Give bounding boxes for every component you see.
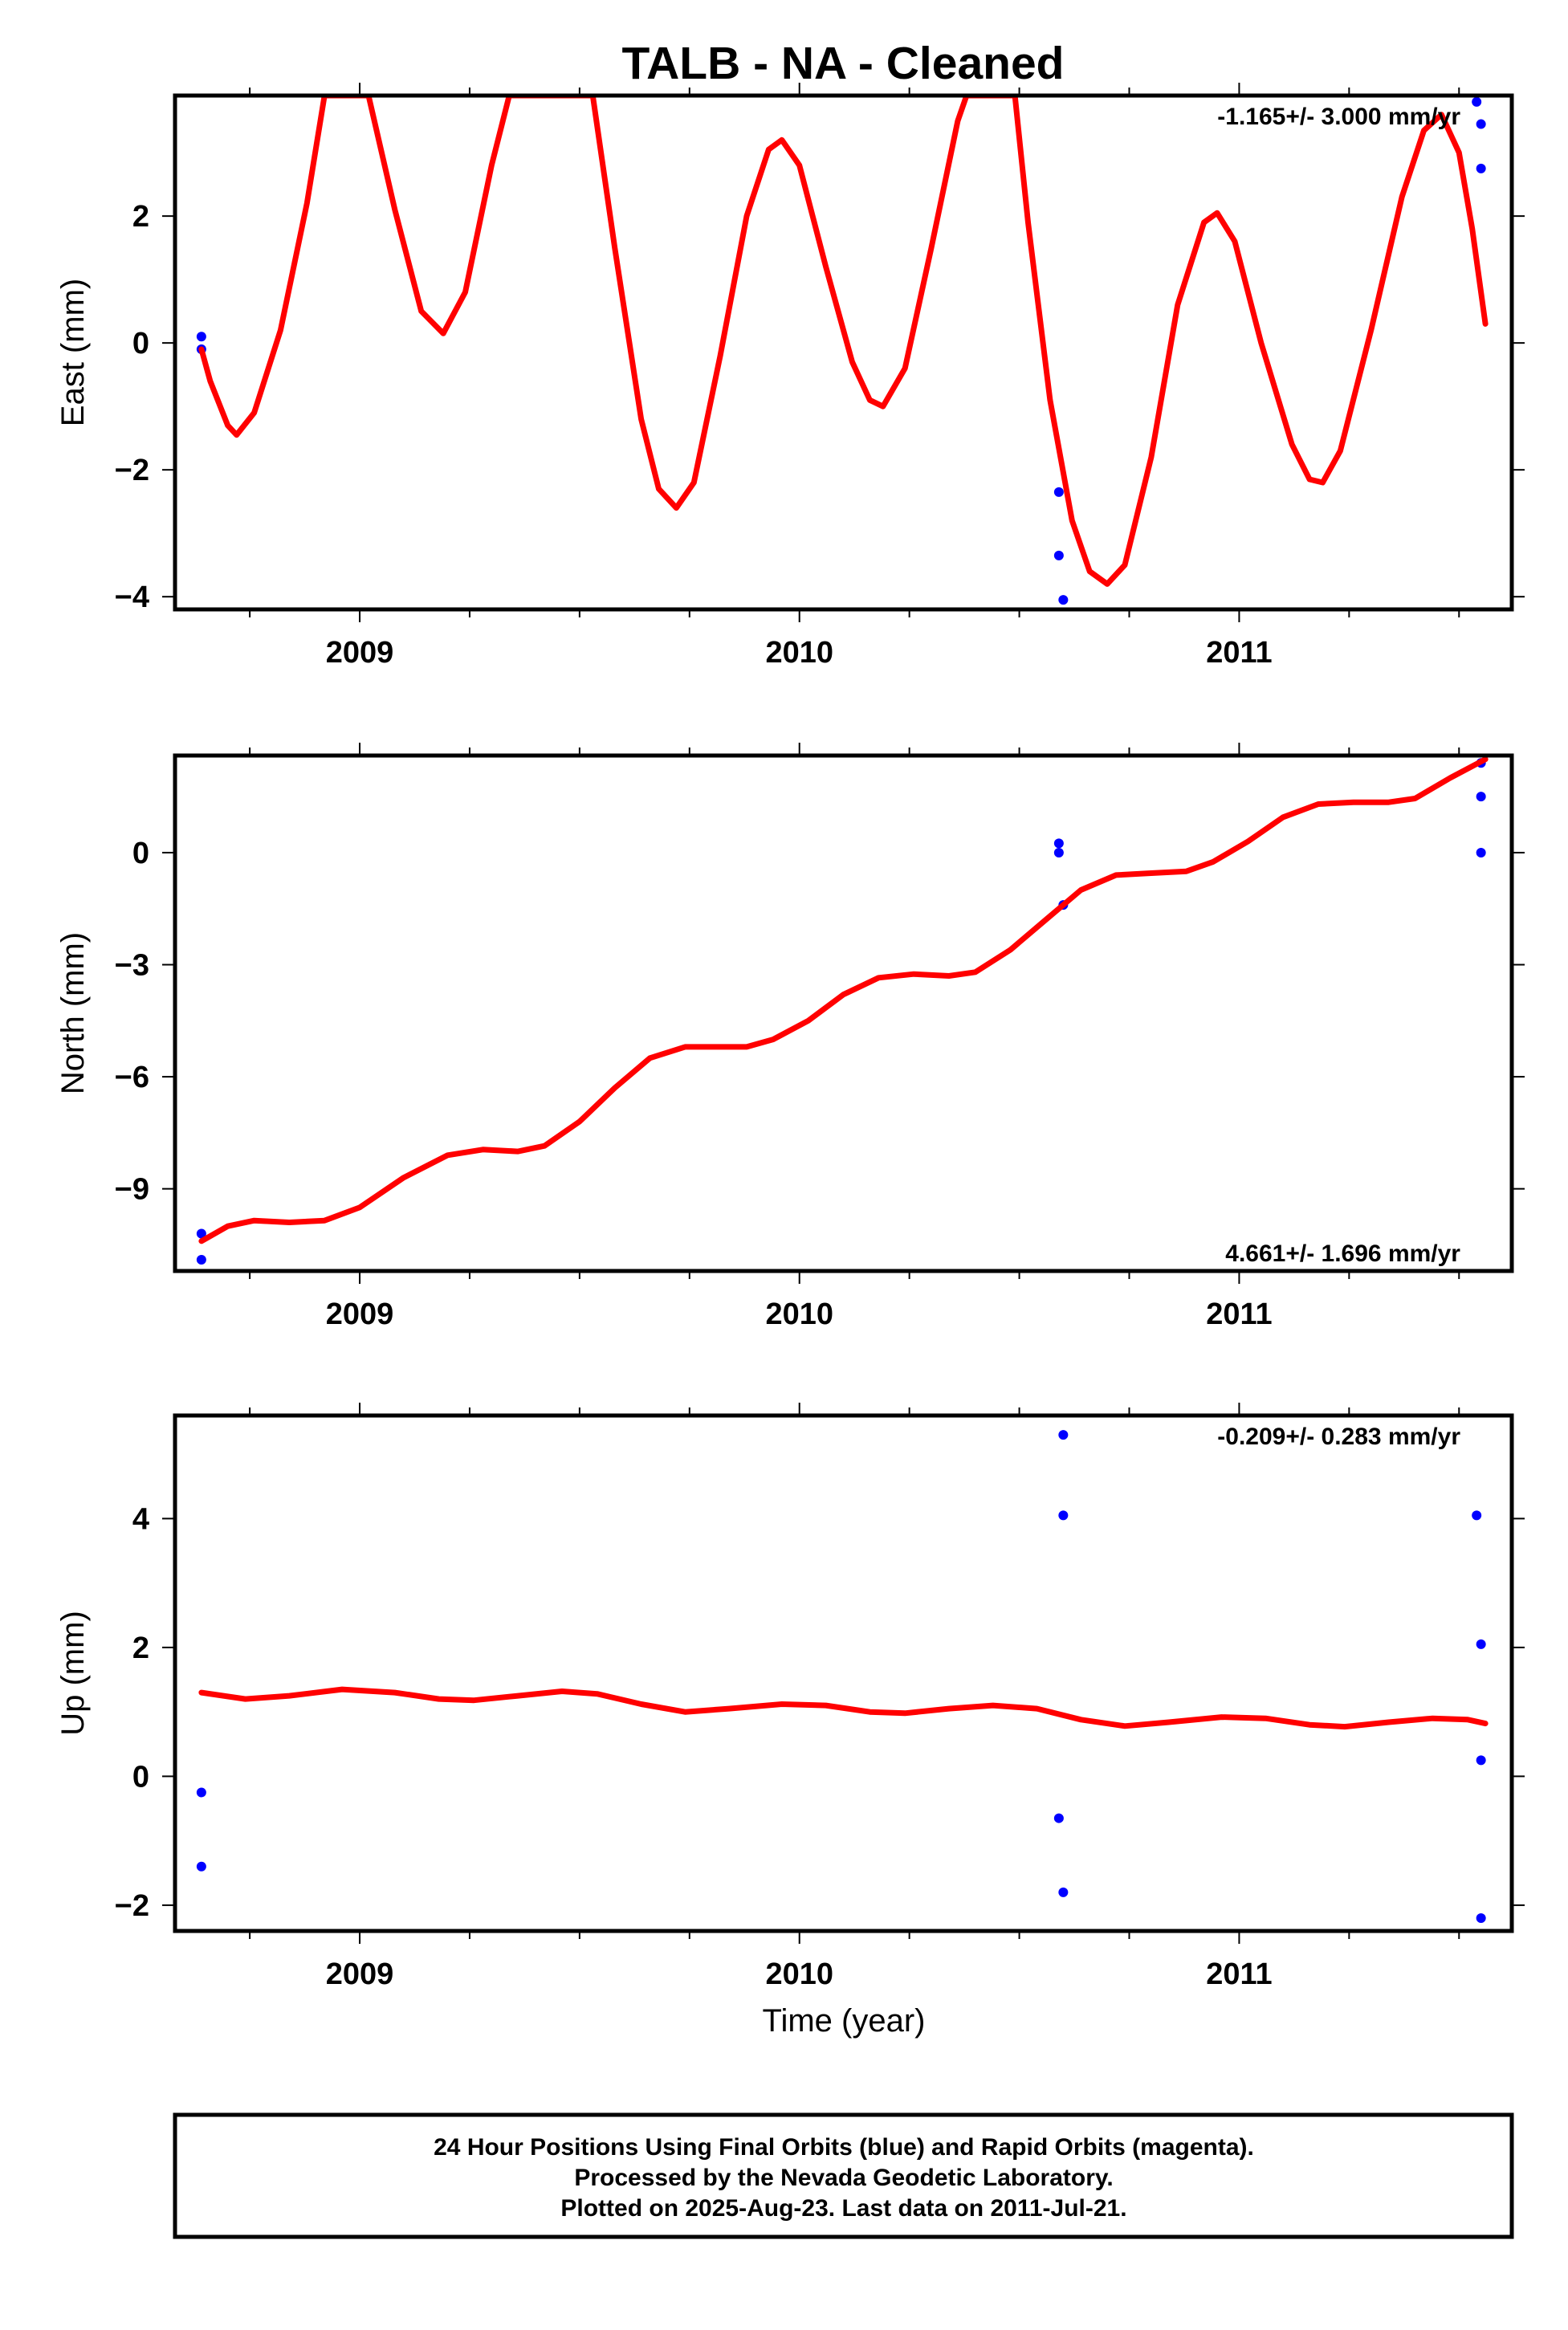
model-curve	[198, 96, 1489, 587]
y-tick-label: −6	[115, 1061, 149, 1094]
data-point	[1053, 550, 1064, 560]
y-tick-label: 2	[132, 1631, 149, 1665]
model-curve	[198, 756, 1489, 1244]
y-axis-label: East (mm)	[55, 279, 91, 426]
velocity-annotation: 4.661+/- 1.696 mm/yr	[1225, 1240, 1460, 1267]
velocity-annotation: -1.165+/- 3.000 mm/yr	[1217, 104, 1460, 130]
north-panel: 2009 2010 2011 −9 −6 −3 0 North (mm) 4.661+/- 1.…	[55, 743, 1525, 1331]
footer-line-3: Plotted on 2025-Aug-23. Last data on 201…	[560, 2195, 1126, 2222]
data-point	[1476, 1755, 1486, 1766]
data-point	[1476, 1912, 1486, 1923]
x-axis-label: Time (year)	[763, 2003, 926, 2039]
plot-frame	[173, 93, 1514, 612]
x-tick-label: 2009	[326, 636, 394, 670]
y-tick-label: −2	[115, 1889, 149, 1923]
y-tick-label: 0	[132, 1760, 149, 1794]
data-point	[1058, 1887, 1069, 1897]
y-tick-label: 0	[132, 837, 149, 870]
model-curve	[198, 1686, 1489, 1730]
y-tick-label: −2	[115, 454, 149, 487]
data-point	[1058, 1430, 1069, 1440]
data-point	[196, 1861, 206, 1872]
x-tick-label: 2011	[1206, 1957, 1272, 1991]
data-point	[1472, 1510, 1482, 1521]
data-point	[1476, 847, 1486, 857]
y-axis-label: North (mm)	[55, 932, 91, 1094]
x-tick-label: 2011	[1206, 1297, 1272, 1331]
data-point	[1476, 1639, 1486, 1649]
data-point	[1058, 1510, 1069, 1521]
y-tick-label: 4	[132, 1502, 149, 1536]
data-point	[1053, 487, 1064, 497]
x-tick-label: 2010	[765, 1957, 833, 1991]
data-points	[196, 1430, 1486, 1923]
data-point	[1476, 792, 1486, 802]
data-point	[196, 1228, 206, 1239]
y-tick-label: −3	[115, 949, 149, 983]
data-point	[1053, 847, 1064, 857]
y-tick-label: 0	[132, 327, 149, 360]
data-point	[1476, 119, 1486, 129]
y-axis-label: Up (mm)	[55, 1611, 91, 1736]
y-tick-label: 2	[132, 200, 149, 234]
x-tick-label: 2010	[765, 636, 833, 670]
x-tick-label: 2009	[326, 1957, 394, 1991]
data-point	[1053, 1813, 1064, 1823]
y-tick-label: −4	[115, 580, 149, 614]
data-point	[1053, 838, 1064, 849]
footer-line-1: 24 Hour Positions Using Final Orbits (bl…	[434, 2134, 1254, 2161]
data-point	[196, 1255, 206, 1265]
data-point	[196, 332, 206, 342]
chart-title: TALB - NA - Cleaned	[622, 38, 1065, 89]
plot-frame	[173, 1413, 1514, 1933]
up-panel: 2009 2010 2011 −2 0 2 4 Up (mm) -0.209+/- 0.283 …	[55, 1403, 1525, 1991]
velocity-annotation: -0.209+/- 0.283 mm/yr	[1217, 1424, 1460, 1450]
y-tick-label: −9	[115, 1173, 149, 1207]
footer-box: 24 Hour Positions Using Final Orbits (bl…	[173, 2112, 1514, 2239]
x-tick-label: 2011	[1206, 636, 1272, 670]
footer-frame	[173, 2112, 1514, 2239]
data-points	[196, 96, 1486, 605]
x-tick-label: 2009	[326, 1297, 394, 1331]
east-panel: 2009 2010 2011 −4 −2 0 2 East (mm) -1.165+/- 3.0…	[55, 83, 1525, 670]
footer-line-2: Processed by the Nevada Geodetic Laborat…	[574, 2165, 1113, 2191]
data-point	[1472, 96, 1482, 107]
data-point	[196, 1787, 206, 1798]
data-point	[1476, 163, 1486, 173]
plot-frame	[173, 753, 1514, 1273]
data-point	[1058, 595, 1069, 605]
x-tick-label: 2010	[765, 1297, 833, 1331]
